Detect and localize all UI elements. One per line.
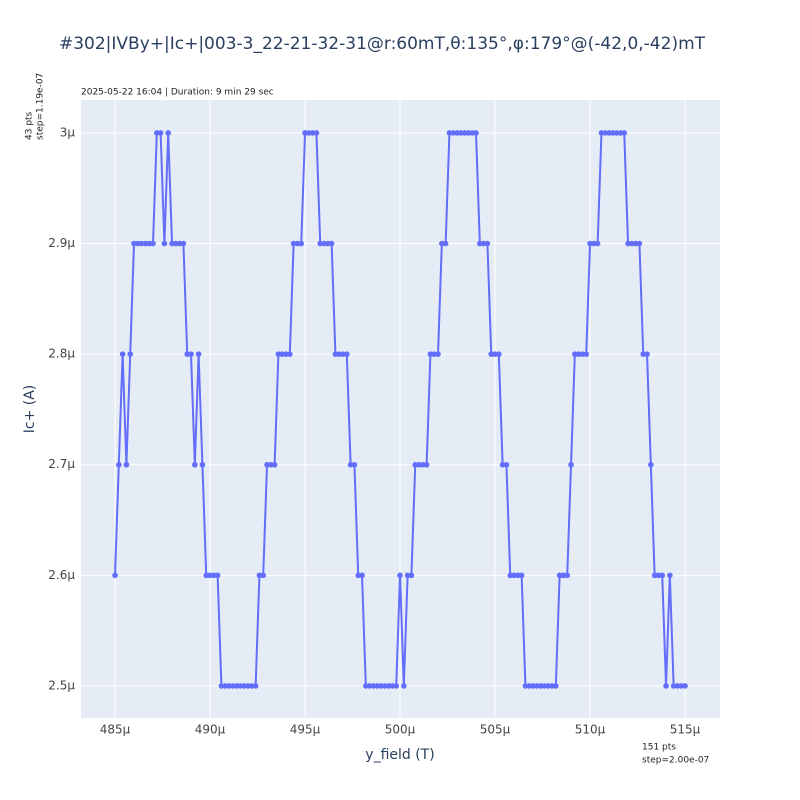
marker bbox=[663, 683, 669, 689]
marker bbox=[636, 240, 643, 247]
annotation: 151 pts bbox=[642, 743, 676, 753]
x-tick-label: 490µ bbox=[195, 723, 226, 737]
marker bbox=[682, 683, 688, 689]
marker bbox=[119, 351, 126, 357]
marker bbox=[127, 351, 134, 357]
x-tick-label: 485µ bbox=[100, 723, 131, 737]
x-tick-label: 500µ bbox=[385, 723, 416, 737]
annotation: 43 pts bbox=[25, 111, 35, 140]
marker bbox=[496, 351, 502, 357]
marker bbox=[260, 572, 267, 579]
x-tick-label: 510µ bbox=[575, 723, 606, 737]
x-tick-label: 495µ bbox=[290, 723, 321, 737]
marker bbox=[473, 130, 479, 136]
marker bbox=[648, 461, 654, 468]
annotation: step=2.00e-07 bbox=[642, 756, 709, 766]
marker bbox=[435, 351, 441, 357]
marker bbox=[401, 683, 407, 689]
marks bbox=[112, 130, 688, 689]
marker bbox=[165, 130, 172, 136]
x-tick-label: 505µ bbox=[480, 723, 511, 737]
marker bbox=[188, 351, 194, 357]
marker bbox=[344, 351, 350, 357]
chart-title: #302|IVBy+|Ic+|003-3_22-21-32-31@r:60mT,… bbox=[59, 34, 706, 54]
marker bbox=[564, 572, 571, 579]
marker bbox=[287, 351, 293, 357]
marker bbox=[271, 461, 278, 468]
marker bbox=[397, 572, 403, 579]
annotation: 2025-05-22 16:04 | Duration: 9 min 29 se… bbox=[81, 88, 274, 98]
annotation: step=1.19e-07 bbox=[36, 73, 46, 140]
marker bbox=[667, 572, 673, 579]
x-axis-title: y_field (T) bbox=[365, 747, 434, 763]
x-tick-label: 515µ bbox=[670, 723, 701, 737]
marker bbox=[116, 461, 122, 468]
marker bbox=[192, 461, 198, 468]
y-axis-title: Ic+ (A) bbox=[22, 385, 38, 434]
marker bbox=[252, 683, 259, 689]
y-tick-label: 2.7µ bbox=[48, 457, 75, 471]
marker bbox=[328, 240, 335, 247]
marker bbox=[359, 572, 365, 579]
marker bbox=[553, 683, 559, 689]
marker bbox=[583, 351, 590, 357]
y-tick-label: 2.5µ bbox=[48, 678, 75, 692]
marker bbox=[484, 240, 491, 247]
y-tick-label: 2.8µ bbox=[48, 347, 75, 361]
marker bbox=[150, 240, 156, 247]
marker bbox=[214, 572, 221, 579]
marker bbox=[112, 572, 118, 579]
marker bbox=[568, 461, 574, 468]
marker bbox=[199, 461, 206, 468]
marker bbox=[313, 130, 320, 136]
marker bbox=[180, 240, 187, 247]
y-tick-label: 2.9µ bbox=[48, 236, 75, 250]
marker bbox=[659, 572, 666, 579]
marker bbox=[351, 461, 358, 468]
marker bbox=[195, 351, 202, 357]
y-tick-label: 3µ bbox=[60, 125, 76, 139]
marker bbox=[123, 461, 130, 468]
marker bbox=[408, 572, 415, 579]
marker bbox=[393, 683, 400, 689]
marker bbox=[442, 240, 449, 247]
marker bbox=[503, 461, 510, 468]
marker bbox=[621, 130, 628, 136]
marker bbox=[644, 351, 650, 357]
marker bbox=[161, 240, 168, 247]
marker bbox=[157, 130, 164, 136]
marker bbox=[298, 240, 305, 247]
marker bbox=[423, 461, 430, 468]
marker bbox=[518, 572, 525, 579]
marker bbox=[594, 240, 601, 247]
y-tick-label: 2.6µ bbox=[48, 568, 75, 582]
